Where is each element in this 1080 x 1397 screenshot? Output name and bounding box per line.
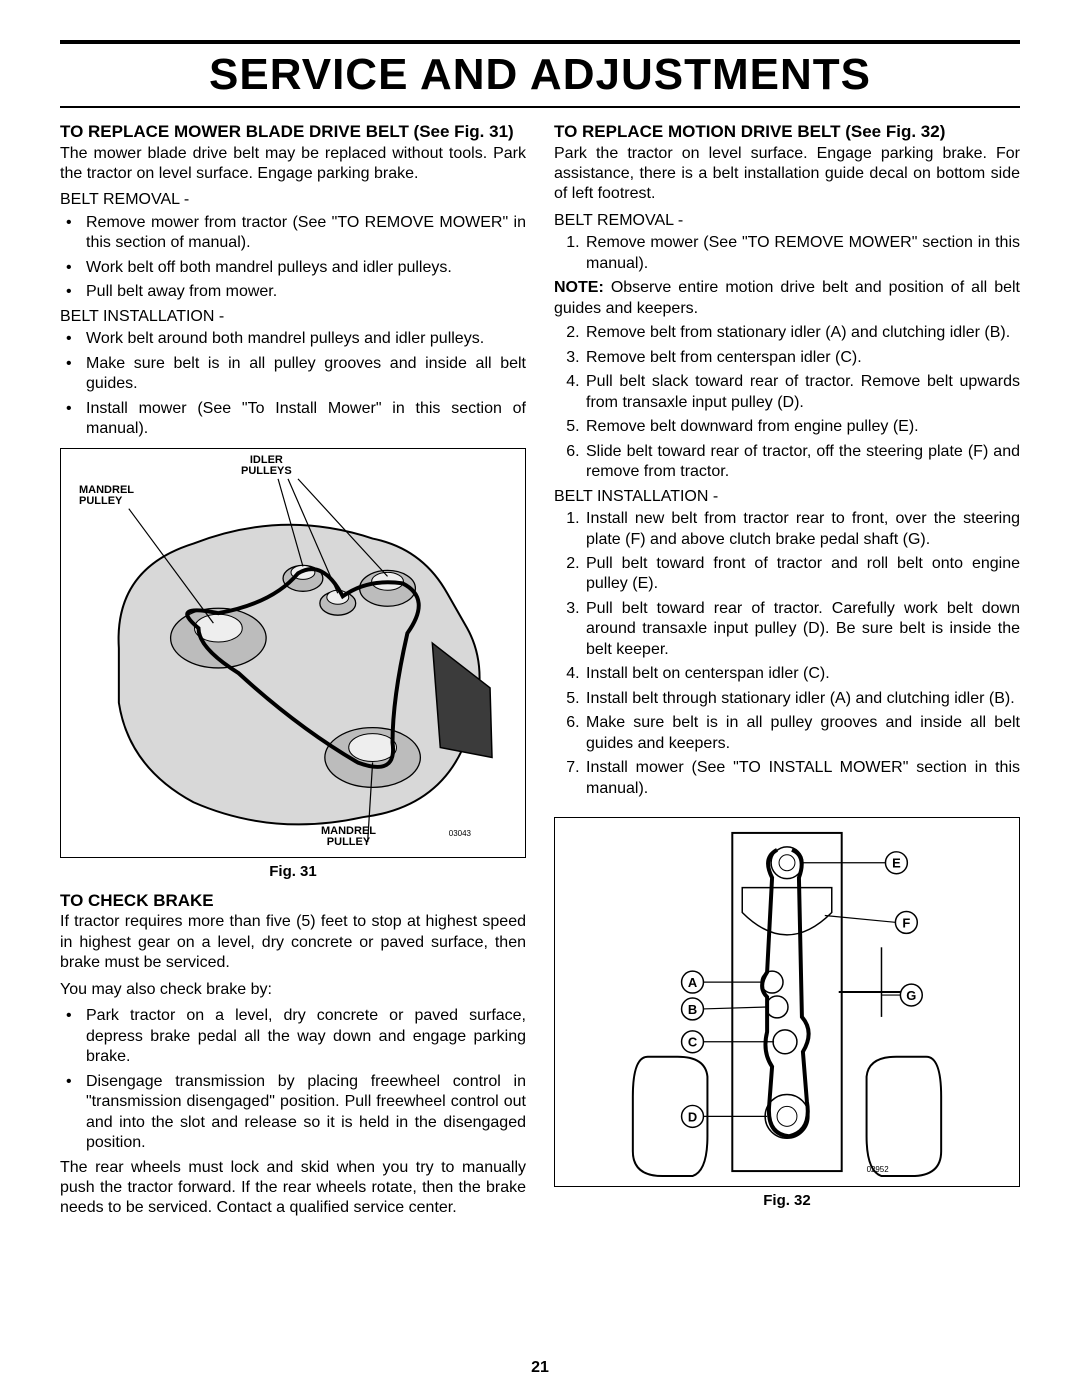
- list-item: Pull belt slack toward rear of tractor. …: [584, 372, 1020, 413]
- rule-top: [60, 40, 1020, 44]
- list-item: Work belt off both mandrel pulleys and i…: [86, 258, 526, 278]
- figure-32-caption: Fig. 32: [554, 1191, 1020, 1210]
- figure-31-caption: Fig. 31: [60, 862, 526, 881]
- list-item: Install new belt from tractor rear to fr…: [584, 509, 1020, 550]
- list-item: Remove belt from stationary idler (A) an…: [584, 323, 1020, 343]
- brake-para-1: If tractor requires more than five (5) f…: [60, 912, 526, 973]
- motion-note: NOTE: Observe entire motion drive belt a…: [554, 278, 1020, 319]
- brake-check-list: Park tractor on a level, dry concrete or…: [60, 1006, 526, 1153]
- blade-belt-intro: The mower blade drive belt may be replac…: [60, 144, 526, 185]
- brake-para-3: The rear wheels must lock and skid when …: [60, 1158, 526, 1219]
- list-item: Install mower (See "To Install Mower" in…: [86, 399, 526, 440]
- belt-install-list: Work belt around both mandrel pulleys an…: [60, 329, 526, 439]
- svg-text:C: C: [688, 1035, 697, 1050]
- svg-text:A: A: [688, 975, 697, 990]
- list-item: Install mower (See "TO INSTALL MOWER" se…: [584, 758, 1020, 799]
- svg-text:E: E: [892, 856, 901, 871]
- figure-31-svg: [61, 449, 525, 857]
- motion-install-list: Install new belt from tractor rear to fr…: [554, 509, 1020, 799]
- label-fig31-num: 03043: [449, 830, 471, 838]
- page-number: 21: [0, 1359, 1080, 1377]
- figure-31-box: IDLERPULLEYS MANDRELPULLEY MANDRELPULLEY…: [60, 448, 526, 858]
- list-item: Pull belt toward rear of tractor. Carefu…: [584, 599, 1020, 660]
- heading-replace-motion-belt: TO REPLACE MOTION DRIVE BELT (See Fig. 3…: [554, 122, 1020, 142]
- heading-replace-blade-belt: TO REPLACE MOWER BLADE DRIVE BELT (See F…: [60, 122, 526, 142]
- motion-belt-intro: Park the tractor on level surface. Engag…: [554, 144, 1020, 205]
- svg-text:G: G: [906, 988, 916, 1003]
- list-item: Install belt through stationary idler (A…: [584, 689, 1020, 709]
- content-columns: TO REPLACE MOWER BLADE DRIVE BELT (See F…: [60, 122, 1020, 1225]
- list-item: Make sure belt is in all pulley grooves …: [584, 713, 1020, 754]
- list-item: Pull belt toward front of tractor and ro…: [584, 554, 1020, 595]
- belt-removal-heading: BELT REMOVAL -: [60, 190, 526, 210]
- label-mandrel-right: MANDRELPULLEY: [321, 826, 376, 849]
- list-item: Install belt on centerspan idler (C).: [584, 664, 1020, 684]
- list-item: Make sure belt is in all pulley grooves …: [86, 354, 526, 395]
- label-fig32-num: 02952: [867, 1165, 890, 1174]
- motion-removal-list-2: Remove belt from stationary idler (A) an…: [554, 323, 1020, 482]
- list-item: Slide belt toward rear of tractor, off t…: [584, 442, 1020, 483]
- svg-text:B: B: [688, 1002, 697, 1017]
- motion-removal-heading: BELT REMOVAL -: [554, 211, 1020, 231]
- page-title: SERVICE AND ADJUSTMENTS: [60, 50, 1020, 100]
- motion-removal-list-1: Remove mower (See "TO REMOVE MOWER" sect…: [554, 233, 1020, 274]
- left-column: TO REPLACE MOWER BLADE DRIVE BELT (See F…: [60, 122, 526, 1225]
- list-item: Work belt around both mandrel pulleys an…: [86, 329, 526, 349]
- list-item: Remove mower (See "TO REMOVE MOWER" sect…: [584, 233, 1020, 274]
- list-item: Remove belt downward from engine pulley …: [584, 417, 1020, 437]
- label-idler-pulleys: IDLERPULLEYS: [241, 455, 292, 478]
- brake-para-2: You may also check brake by:: [60, 980, 526, 1000]
- figure-32-box: A B C D E F G 02952: [554, 817, 1020, 1187]
- note-text: Observe entire motion drive belt and pos…: [554, 279, 1020, 316]
- motion-install-heading: BELT INSTALLATION -: [554, 487, 1020, 507]
- heading-check-brake: TO CHECK BRAKE: [60, 891, 526, 911]
- list-item: Pull belt away from mower.: [86, 282, 526, 302]
- right-column: TO REPLACE MOTION DRIVE BELT (See Fig. 3…: [554, 122, 1020, 1225]
- belt-removal-list: Remove mower from tractor (See "TO REMOV…: [60, 213, 526, 303]
- list-item: Remove mower from tractor (See "TO REMOV…: [86, 213, 526, 254]
- list-item: Remove belt from centerspan idler (C).: [584, 348, 1020, 368]
- svg-text:D: D: [688, 1109, 697, 1124]
- rule-mid: [60, 106, 1020, 108]
- list-item: Disengage transmission by placing freewh…: [86, 1072, 526, 1154]
- belt-install-heading: BELT INSTALLATION -: [60, 307, 526, 327]
- svg-text:F: F: [902, 916, 910, 931]
- list-item: Park tractor on a level, dry concrete or…: [86, 1006, 526, 1067]
- label-mandrel-left: MANDRELPULLEY: [79, 485, 134, 508]
- figure-32-svg: A B C D E F G 02952: [555, 818, 1019, 1186]
